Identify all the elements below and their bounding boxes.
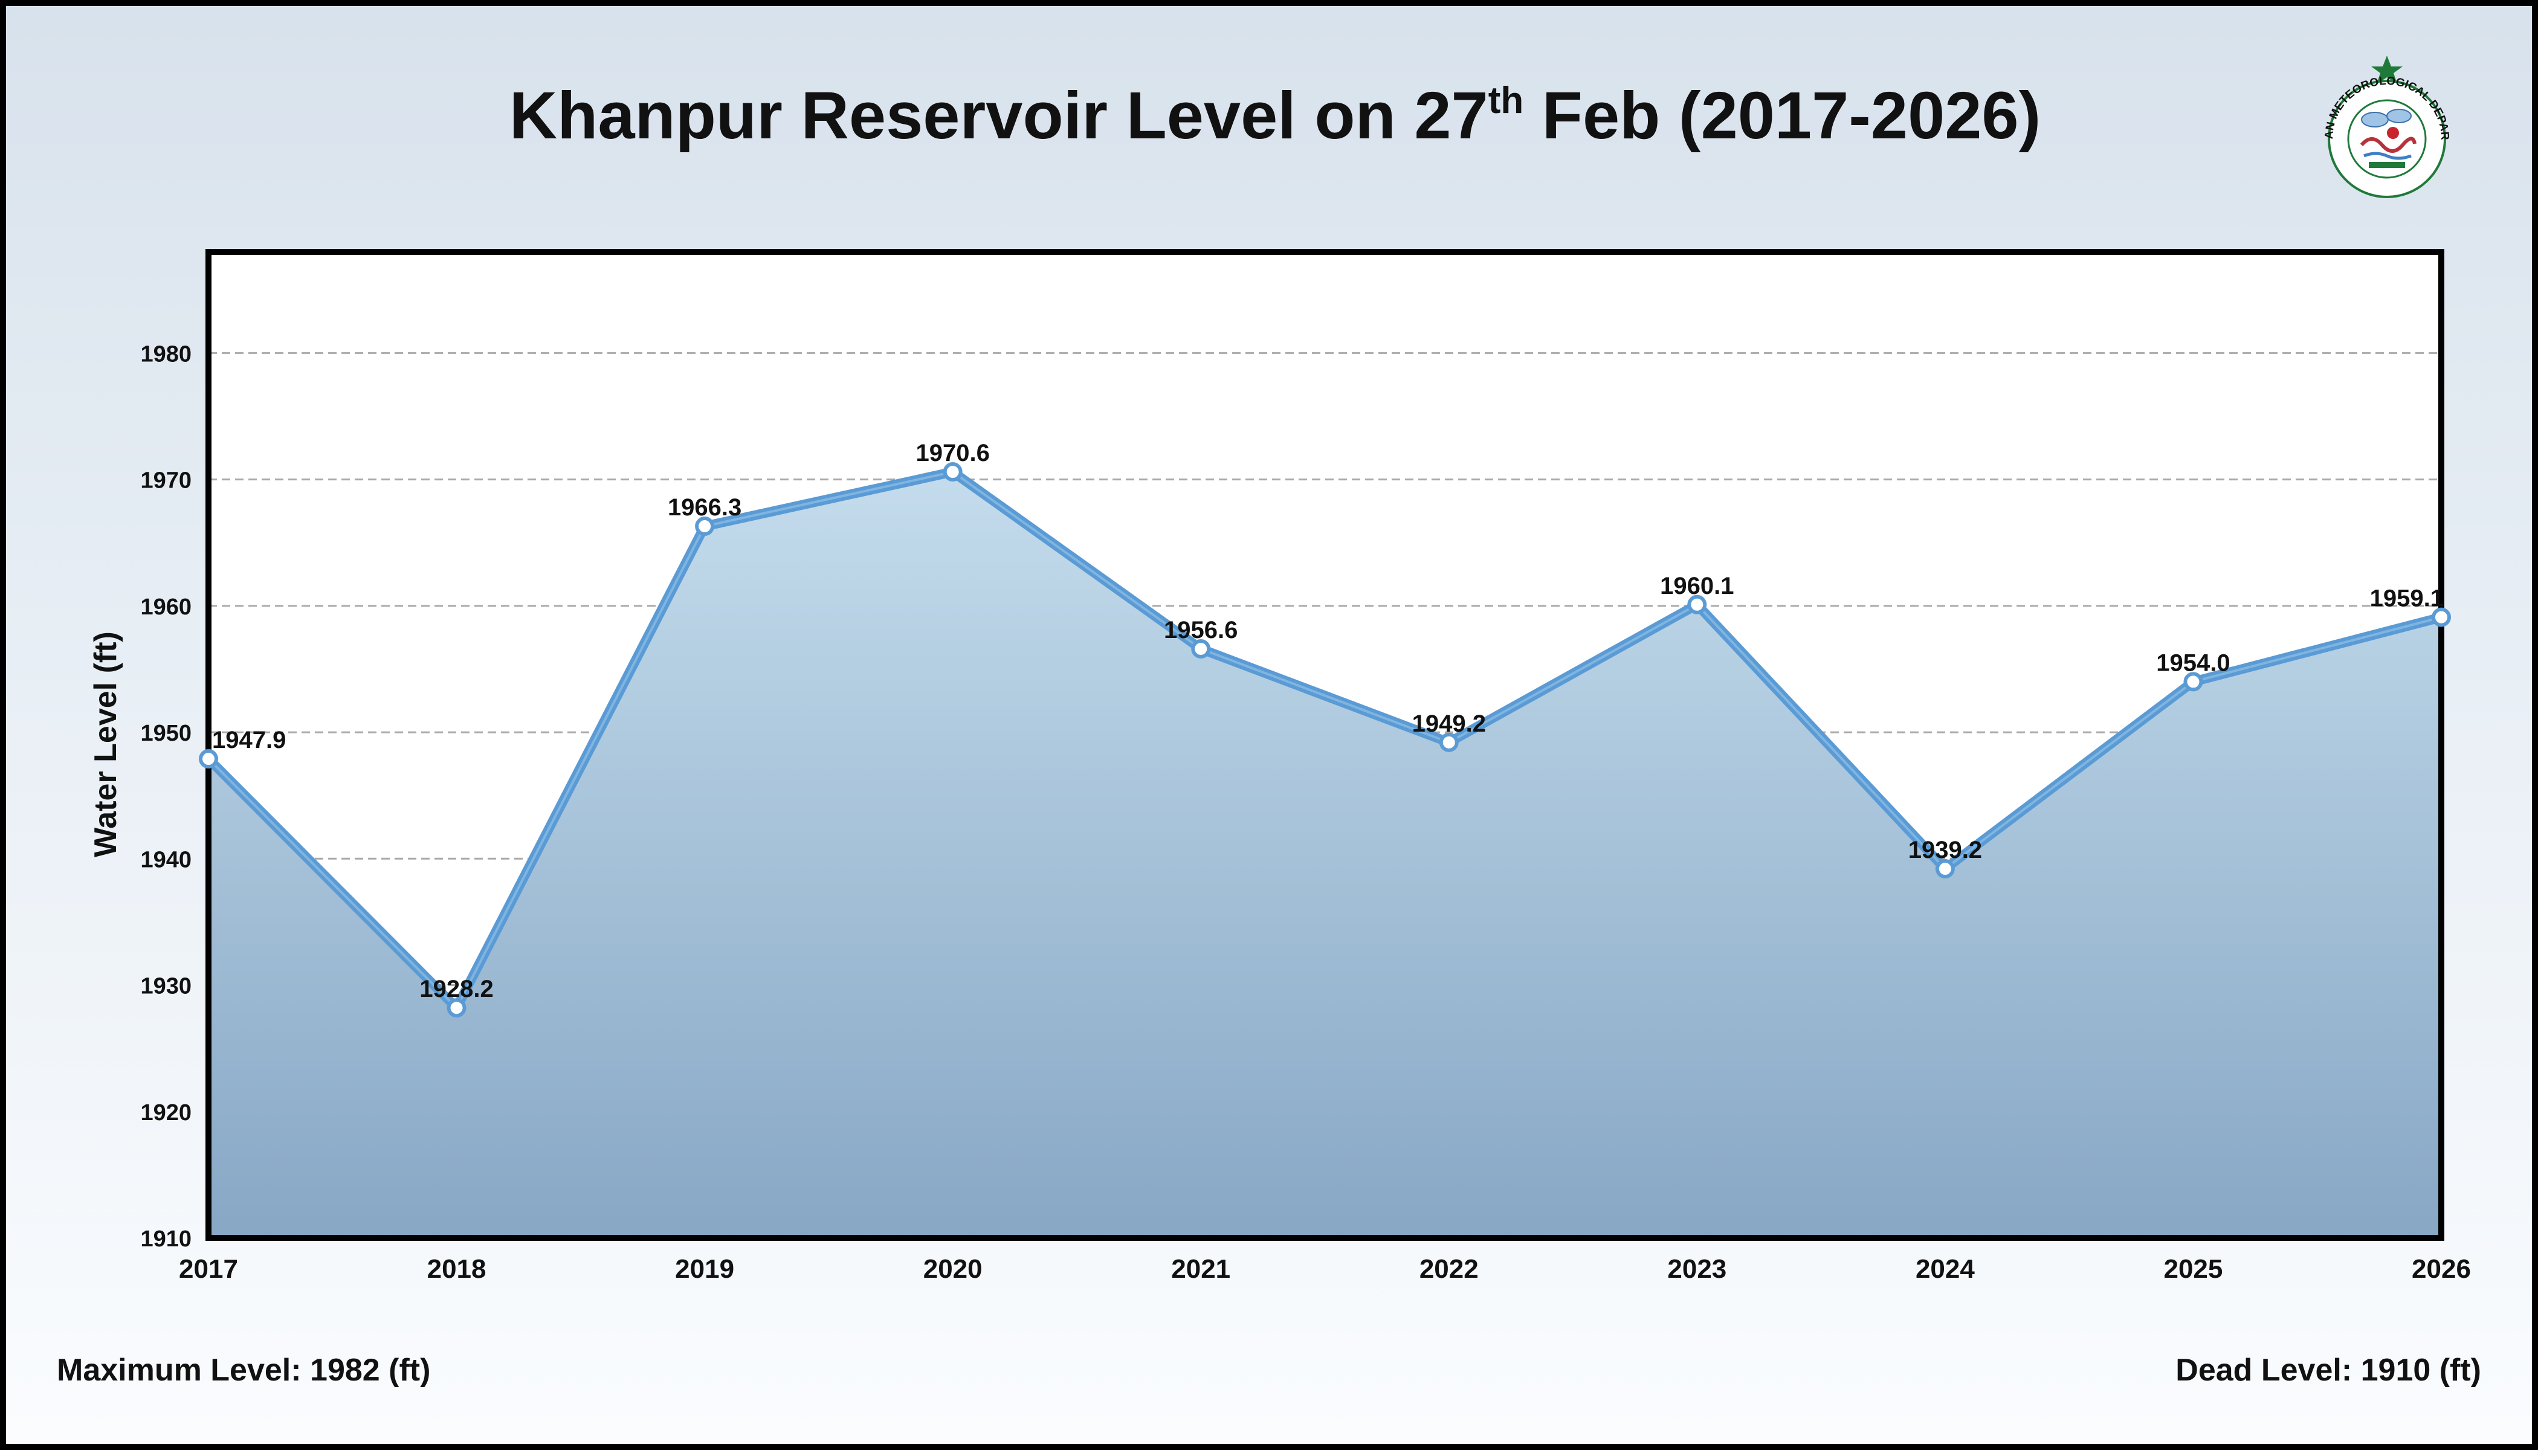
- data-label: 1960.1: [1660, 573, 1734, 599]
- y-tick-labels: 1910 1920 1930 1940 1950 1960 1970 1980: [140, 341, 192, 1252]
- y-tick-label: 1920: [140, 1100, 192, 1126]
- title-prefix: Khanpur Reservoir Level on 27: [509, 79, 1488, 153]
- y-tick-label: 1910: [140, 1226, 192, 1252]
- y-tick-label: 1970: [140, 468, 192, 494]
- data-point: [2183, 672, 2203, 692]
- y-tick-label: 1980: [140, 341, 192, 367]
- series-line: [204, 467, 2446, 1013]
- area-shape: [208, 472, 2441, 1238]
- data-point: [1935, 859, 1955, 879]
- title-suffix: Feb (2017-2026): [1523, 79, 2041, 153]
- data-point: [2432, 607, 2451, 627]
- x-tick-label: 2020: [923, 1254, 983, 1284]
- x-tick-label: 2025: [2163, 1254, 2223, 1284]
- y-tick-label: 1930: [140, 974, 192, 999]
- x-tick-labels: 2017 2018 2019 2020 2021 2022 2023 2024 2025 2026: [179, 1254, 2471, 1284]
- data-label: 1939.2: [1908, 837, 1982, 863]
- x-tick-label: 2018: [427, 1254, 486, 1284]
- data-point: [1687, 594, 1707, 614]
- data-label: 1959.1: [2370, 585, 2444, 612]
- data-labels: 1947.9 1928.2 1966.3 1970.6 1956.6 1949.2 1960…: [212, 440, 2444, 1002]
- x-tick-label: 2026: [2412, 1254, 2471, 1284]
- plot-border: [205, 249, 2444, 1241]
- star-icon: [2371, 56, 2403, 84]
- x-tick-label: 2024: [1916, 1254, 1975, 1284]
- data-label: 1928.2: [419, 976, 493, 1002]
- data-point: [695, 517, 715, 536]
- y-axis-label: Water Level (ft): [88, 631, 123, 857]
- data-label: 1947.9: [212, 727, 286, 753]
- area-fill: [208, 472, 2441, 1238]
- series-line-highlight: [207, 471, 2442, 1010]
- x-tick-label: 2023: [1667, 1254, 1726, 1284]
- data-point: [943, 462, 963, 482]
- x-tick-label: 2019: [675, 1254, 734, 1284]
- data-label: 1970.6: [915, 440, 989, 466]
- dead-level-note: Dead Level: 1910 (ft): [2175, 1353, 2481, 1388]
- data-points: [199, 462, 2451, 1018]
- data-point: [1191, 639, 1211, 659]
- data-label: 1956.6: [1164, 617, 1238, 643]
- maximum-level-note: Maximum Level: 1982 (ft): [57, 1353, 431, 1388]
- x-tick-label: 2021: [1171, 1254, 1230, 1284]
- x-tick-label: 2022: [1419, 1254, 1479, 1284]
- y-tick-label: 1960: [140, 594, 192, 620]
- chart-svg: 1947.9 1928.2 1966.3 1970.6 1956.6 1949.2 1960…: [88, 249, 2471, 1284]
- data-point: [199, 749, 218, 769]
- x-tick-label: 2017: [179, 1254, 238, 1284]
- y-tick-label: 1950: [140, 721, 192, 746]
- pmd-logo-icon: PAKISTAN METEOROLOGICAL DEPARTMENT: [2308, 48, 2451, 198]
- chart-title: Khanpur Reservoir Level on 27th Feb (201…: [6, 77, 2538, 154]
- data-point: [1439, 732, 1459, 752]
- data-label: 1954.0: [2156, 649, 2230, 676]
- data-point: [447, 998, 467, 1018]
- y-tick-label: 1940: [140, 847, 192, 872]
- data-label: 1966.3: [668, 494, 741, 521]
- data-label: 1949.2: [1412, 710, 1486, 737]
- title-superscript: th: [1488, 80, 1524, 121]
